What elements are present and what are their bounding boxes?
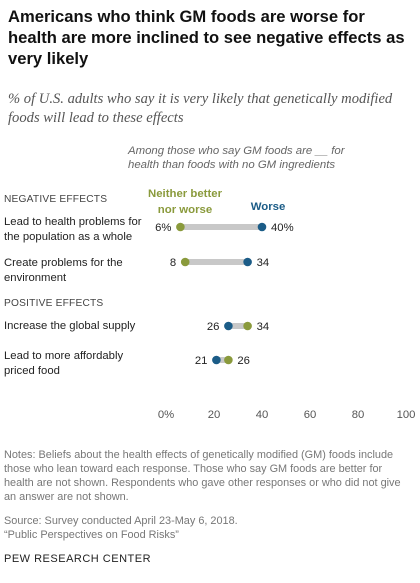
row-label-environment-problems: Create problems for the environment bbox=[4, 257, 123, 284]
chart-title: Americans who think GM foods are worse f… bbox=[8, 7, 405, 68]
report-title: “Public Perspectives on Food Risks” bbox=[4, 529, 179, 541]
chart-note: Among those who say GM foods are __ for … bbox=[128, 145, 345, 171]
dot-neither bbox=[180, 257, 190, 267]
value-label-worse: 26 bbox=[207, 321, 220, 333]
dot-plot-chart: 0% 20 40 60 80 100 6% 40% 8 34 26 34 21 26 bbox=[155, 222, 416, 421]
chart-subtitle: % of U.S. adults who say it is very like… bbox=[8, 91, 393, 126]
dot-neither bbox=[224, 355, 233, 365]
row-label-health-problems: Lead to health problems for the populati… bbox=[4, 216, 142, 243]
value-label-neither: 8 bbox=[170, 257, 176, 269]
dot-neither bbox=[243, 321, 252, 331]
notes-text: Notes: Beliefs about the health effects … bbox=[4, 449, 401, 503]
x-tick-label: 80 bbox=[352, 409, 365, 421]
dot-worse bbox=[212, 355, 221, 365]
legend-worse: Worse bbox=[250, 201, 286, 213]
row-label-affordable-food: Lead to more affordably priced food bbox=[4, 350, 124, 377]
x-tick-label: 40 bbox=[256, 409, 269, 421]
dot-worse bbox=[224, 321, 233, 331]
organization-name: PEW RESEARCH CENTER bbox=[4, 553, 152, 565]
source-text: Source: Survey conducted April 23-May 6,… bbox=[4, 515, 238, 527]
x-tick-label: 60 bbox=[304, 409, 317, 421]
x-tick-label: 20 bbox=[208, 409, 221, 421]
dot-worse bbox=[243, 257, 252, 267]
value-label-neither: 26 bbox=[237, 355, 250, 367]
section-positive-effects: POSITIVE EFFECTS bbox=[4, 298, 104, 309]
x-tick-label: 0% bbox=[158, 409, 174, 421]
section-negative-effects: NEGATIVE EFFECTS bbox=[4, 194, 108, 205]
value-label-worse: 34 bbox=[257, 257, 270, 269]
dot-worse bbox=[257, 222, 267, 232]
value-label-worse: 21 bbox=[195, 355, 208, 367]
value-label-neither: 6% bbox=[155, 222, 171, 234]
x-tick-label: 100 bbox=[397, 409, 416, 421]
value-label-worse: 40% bbox=[271, 222, 294, 234]
value-label-neither: 34 bbox=[257, 321, 270, 333]
legend-neither: Neither better nor worse bbox=[147, 188, 223, 216]
row-label-global-supply: Increase the global supply bbox=[4, 320, 136, 332]
dot-neither bbox=[176, 222, 185, 232]
